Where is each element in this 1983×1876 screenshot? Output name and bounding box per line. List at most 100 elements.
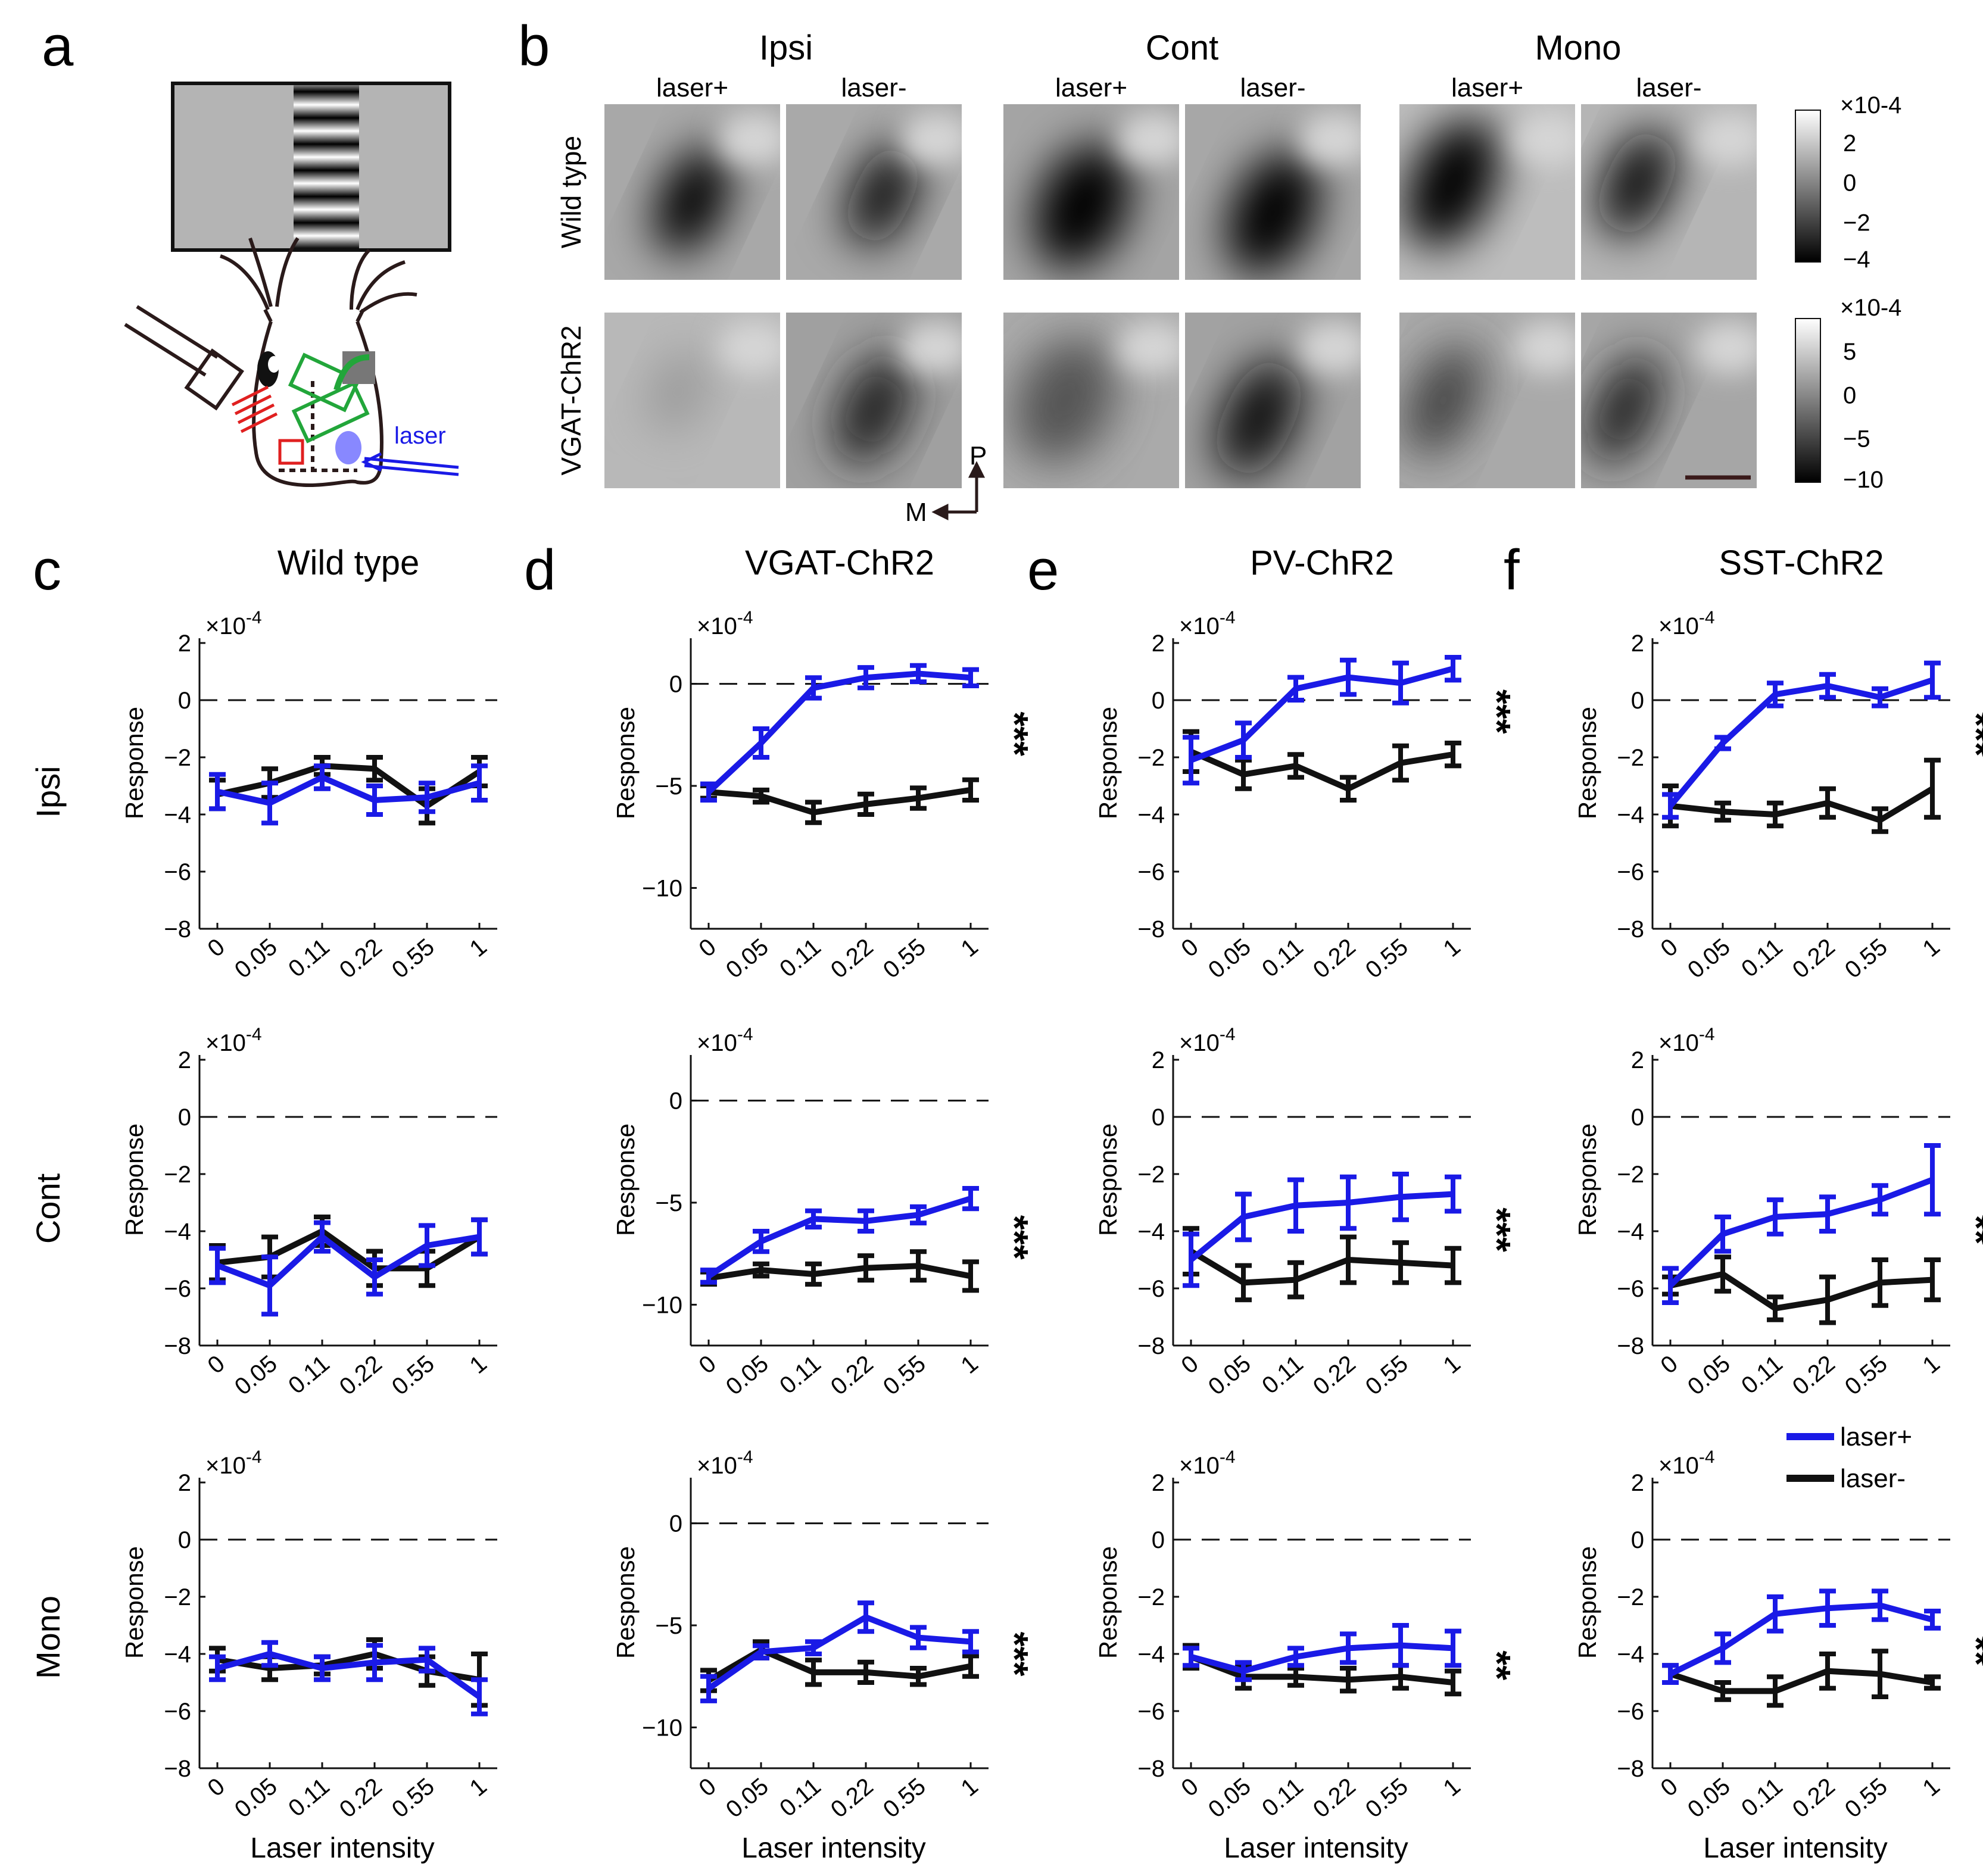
error-bar (753, 787, 769, 805)
error-bar (1714, 1680, 1731, 1702)
y-tick-label: −6 (1617, 859, 1644, 885)
y-tick-label: 0 (1631, 1104, 1644, 1131)
x-tick-label: 0.22 (1308, 1350, 1361, 1400)
error-bar (753, 1643, 769, 1660)
green-windows (288, 352, 370, 444)
x-tick-label: 0.22 (1788, 934, 1840, 984)
y-tick-label: 0 (1152, 688, 1165, 714)
series-line-laser-minus (1669, 1271, 1933, 1312)
error-bar (962, 667, 979, 688)
y-axis-label: Response (120, 707, 148, 819)
laser-label-plus: laser+ (1055, 73, 1127, 102)
x-axis-label: Laser intensity (741, 1833, 926, 1864)
y-tick-label: −8 (1137, 916, 1165, 942)
x-axis-label: Laser intensity (1703, 1833, 1888, 1864)
x-tick-label: 0.11 (1736, 1773, 1788, 1822)
x-axis-label: Laser intensity (250, 1833, 435, 1864)
error-bar (1445, 1628, 1461, 1668)
panel-label-d: d (524, 538, 556, 602)
x-tick-label: 1 (956, 1773, 983, 1802)
error-bar (209, 772, 226, 811)
x-tick-label: 1 (1917, 1350, 1944, 1379)
y-tick-label: −4 (164, 1219, 191, 1245)
map-tile (604, 313, 780, 488)
error-bar (1340, 1631, 1357, 1665)
exponent-label: ×10-4 (205, 608, 262, 639)
error-bar (471, 1677, 488, 1716)
line-chart: PV-ChR2×10-420−2−4−6−80 0.05 0.11 0.22 0.55 1… (1094, 544, 1519, 984)
y-axis-label: Response (1094, 1123, 1122, 1236)
error-bar (1819, 786, 1836, 820)
exponent-label: ×10-4 (1179, 608, 1236, 639)
colorbar-exponent: ×10-4 (1840, 295, 1901, 321)
x-tick-label: 1 (464, 934, 491, 962)
error-bar (1714, 800, 1731, 823)
y-tick-label: −4 (164, 1641, 191, 1668)
error-bar (366, 784, 383, 817)
error-bar (1340, 1174, 1357, 1231)
error-bar (1872, 686, 1888, 708)
colorbar-tick: −10 (1843, 467, 1884, 493)
error-bar (1235, 1263, 1252, 1303)
x-tick-label: 0.22 (1308, 1773, 1361, 1823)
green-arc (333, 354, 370, 391)
series-line-laser-plus (216, 1651, 481, 1700)
error-bar (1767, 1197, 1784, 1237)
y-axis-label: Response (612, 1123, 640, 1236)
error-bar (910, 1666, 927, 1687)
colorbar (1795, 318, 1821, 483)
significance-marker: *** (993, 1215, 1036, 1260)
x-tick-label: 0.11 (283, 1773, 335, 1822)
colorbar-tick: 0 (1843, 382, 1856, 408)
y-tick-label: −2 (1137, 1584, 1165, 1610)
y-tick-label: 0 (1152, 1527, 1165, 1553)
x-tick-label: 0.05 (1683, 1773, 1735, 1823)
x-tick-label: 0.05 (1683, 934, 1735, 984)
x-tick-label: 0.11 (1257, 934, 1308, 982)
error-bar (753, 726, 769, 760)
y-tick-label: 2 (1152, 1047, 1165, 1073)
series-line-laser-minus (1189, 1248, 1454, 1286)
exponent-label: ×10-4 (1658, 1025, 1715, 1056)
series-line-laser-plus (707, 1614, 971, 1691)
x-tick-label: 1 (1438, 1773, 1465, 1802)
x-tick-label: 0.22 (1788, 1350, 1840, 1400)
series-line-laser-plus (706, 670, 971, 794)
grating-stimulus (294, 85, 359, 248)
line-chart: ×10-420−2−4−6−80 0.05 0.11 0.22 0.55 1Respons… (120, 1447, 497, 1864)
x-tick-label: 0.55 (878, 934, 931, 984)
x-tick-label: 1 (1438, 934, 1465, 962)
map-tile (1003, 104, 1179, 280)
error-bar (1714, 1631, 1731, 1665)
error-bar (261, 1640, 278, 1668)
error-bar (1819, 672, 1836, 700)
x-tick-label: 0.22 (335, 1350, 387, 1400)
error-bar (1819, 1652, 1836, 1691)
error-bar (209, 1246, 226, 1285)
series-line-laser-minus (216, 763, 481, 809)
mouse-schematic (124, 237, 417, 488)
colorbar-tick: 5 (1843, 339, 1856, 365)
error-bar (1662, 1663, 1679, 1685)
x-tick-label: 0.22 (826, 1350, 878, 1400)
charts: Wild type×10-420−2−4−6−80 0.05 0.11 0.22 0.5… (120, 544, 1983, 1864)
error-bar (1924, 1143, 1941, 1217)
series-line-laser-minus (707, 1647, 971, 1683)
x-tick-label: 0.55 (387, 934, 439, 984)
map-tile (1185, 104, 1361, 280)
exponent-label: ×10-4 (697, 1447, 753, 1479)
line-chart: ×10-420−2−4−6−80 0.05 0.11 0.22 0.55 1Respons… (1573, 1447, 1983, 1864)
y-tick-label: −2 (1137, 1162, 1165, 1188)
x-tick-label: 0.55 (1840, 1350, 1892, 1400)
error-bar (1287, 675, 1304, 703)
line-chart: VGAT-ChR2×10-40−5−100 0.05 0.11 0.22 0.55 1Re… (612, 544, 1036, 984)
error-bar (805, 1639, 822, 1656)
row-label-cont: Cont (29, 1173, 67, 1244)
y-tick-label: 0 (178, 1104, 191, 1131)
x-tick-label: 0.05 (721, 1350, 774, 1400)
y-axis-label: Response (612, 707, 640, 819)
y-tick-label: −4 (1617, 802, 1644, 828)
colorbar-tick: −4 (1843, 246, 1870, 273)
error-bar (1235, 1660, 1252, 1683)
